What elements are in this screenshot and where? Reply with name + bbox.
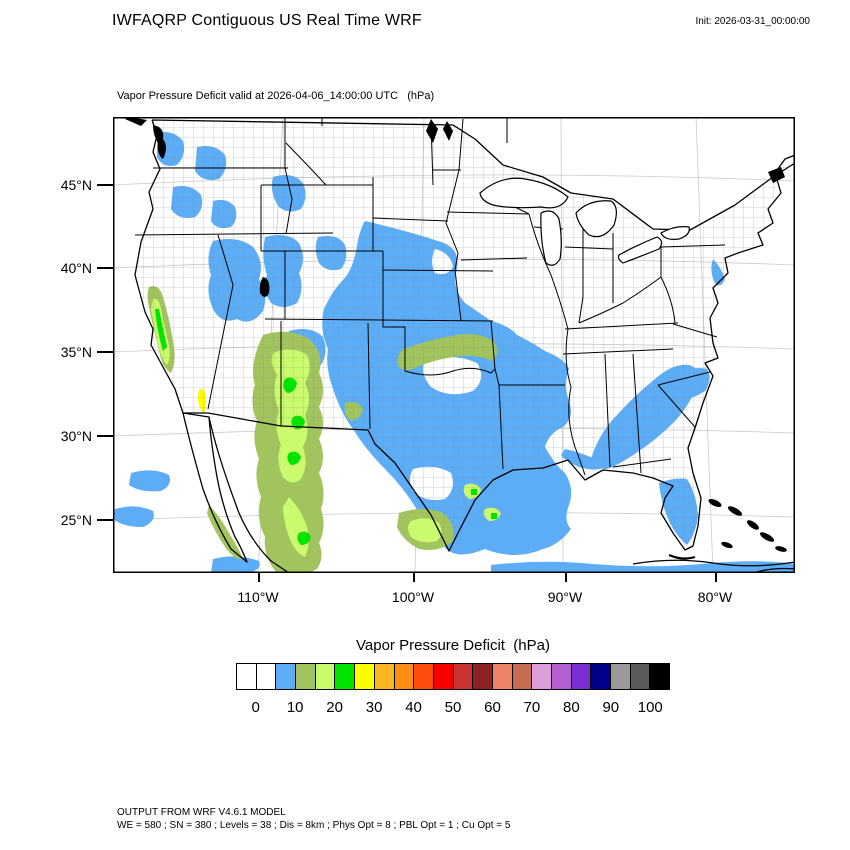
colorbar-cell [413,664,433,689]
lat-tick [97,435,113,437]
lon-tick [565,573,567,582]
lon-tick [715,573,717,582]
colorbar-cell [491,664,512,689]
colorbar-tick-label: 20 [326,699,343,716]
colorbar-ticks: 0 10 20 30 40 50 60 70 80 90 100 [236,699,670,717]
colorbar-cell [334,664,355,689]
lon-tick [413,573,415,582]
lon-tick [258,573,260,582]
colorbar-tick-label: 40 [405,699,422,716]
colorbar-cell [295,664,315,689]
page-title: IWFAQRP Contiguous US Real Time WRF [112,12,422,29]
colorbar-tick-label: 100 [637,699,663,716]
lat-label-35n: 35°N [60,344,92,360]
map-frame [113,117,795,573]
colorbar-cell [531,664,551,689]
lon-label-100w: 100°W [391,589,435,605]
vpd-map-svg [112,116,796,574]
lon-label-110w: 110°W [237,589,279,605]
colorbar-cell [255,664,276,689]
colorbar-cell [629,664,650,689]
lat-tick [97,184,113,186]
colorbar-tick-label: 70 [523,699,541,716]
colorbar-tick-label: 30 [365,699,383,716]
colorbar-cells [236,663,670,690]
colorbar-cell [610,664,630,689]
colorbar-tick-label: 80 [563,699,580,716]
colorbar-cell [649,664,670,689]
colorbar-tick-label: 0 [251,699,260,716]
colorbar-cell [570,664,591,689]
colorbar-title: Vapor Pressure Deficit (hPa) [356,637,550,654]
lon-label-80w: 80°W [697,589,733,605]
black-geography [125,117,787,552]
colorbar-cell [354,664,374,689]
colorbar-cell [393,664,414,689]
lat-label-30n: 30°N [60,428,92,444]
lat-tick [97,351,113,353]
valid-time-subtitle: Vapor Pressure Deficit valid at 2026-04-… [117,90,435,102]
colorbar-cell [551,664,571,689]
colorbar-cell [511,664,532,689]
colorbar-cell [373,664,394,689]
lat-label-40n: 40°N [60,260,92,276]
footer-model-line: OUTPUT FROM WRF V4.6.1 MODEL [117,807,286,818]
colorbar-cell [452,664,473,689]
colorbar-cell [314,664,335,689]
colorbar-cell [472,664,492,689]
colorbar-cell [432,664,453,689]
init-timestamp: Init: 2026-03-31_00:00:00 [695,16,810,27]
state-boundaries-layer [134,117,726,476]
colorbar-cell [237,664,256,689]
colorbar-tick-label: 10 [286,699,304,716]
footer-config-line: WE = 580 ; SN = 380 ; Levels = 38 ; Dis … [117,820,511,831]
map-canvas [112,116,796,574]
lon-label-90w: 90°W [547,589,583,605]
colorbar-tick-label: 90 [602,699,620,716]
lat-tick [97,267,113,269]
lat-label-25n: 25°N [60,512,92,528]
lat-label-45n: 45°N [60,177,92,193]
colorbar-cell [590,664,611,689]
colorbar-tick-label: 50 [444,699,462,716]
lat-tick [97,519,113,521]
colorbar-tick-label: 60 [484,699,501,716]
great-lakes [479,177,690,266]
colorbar-cell [275,664,296,689]
